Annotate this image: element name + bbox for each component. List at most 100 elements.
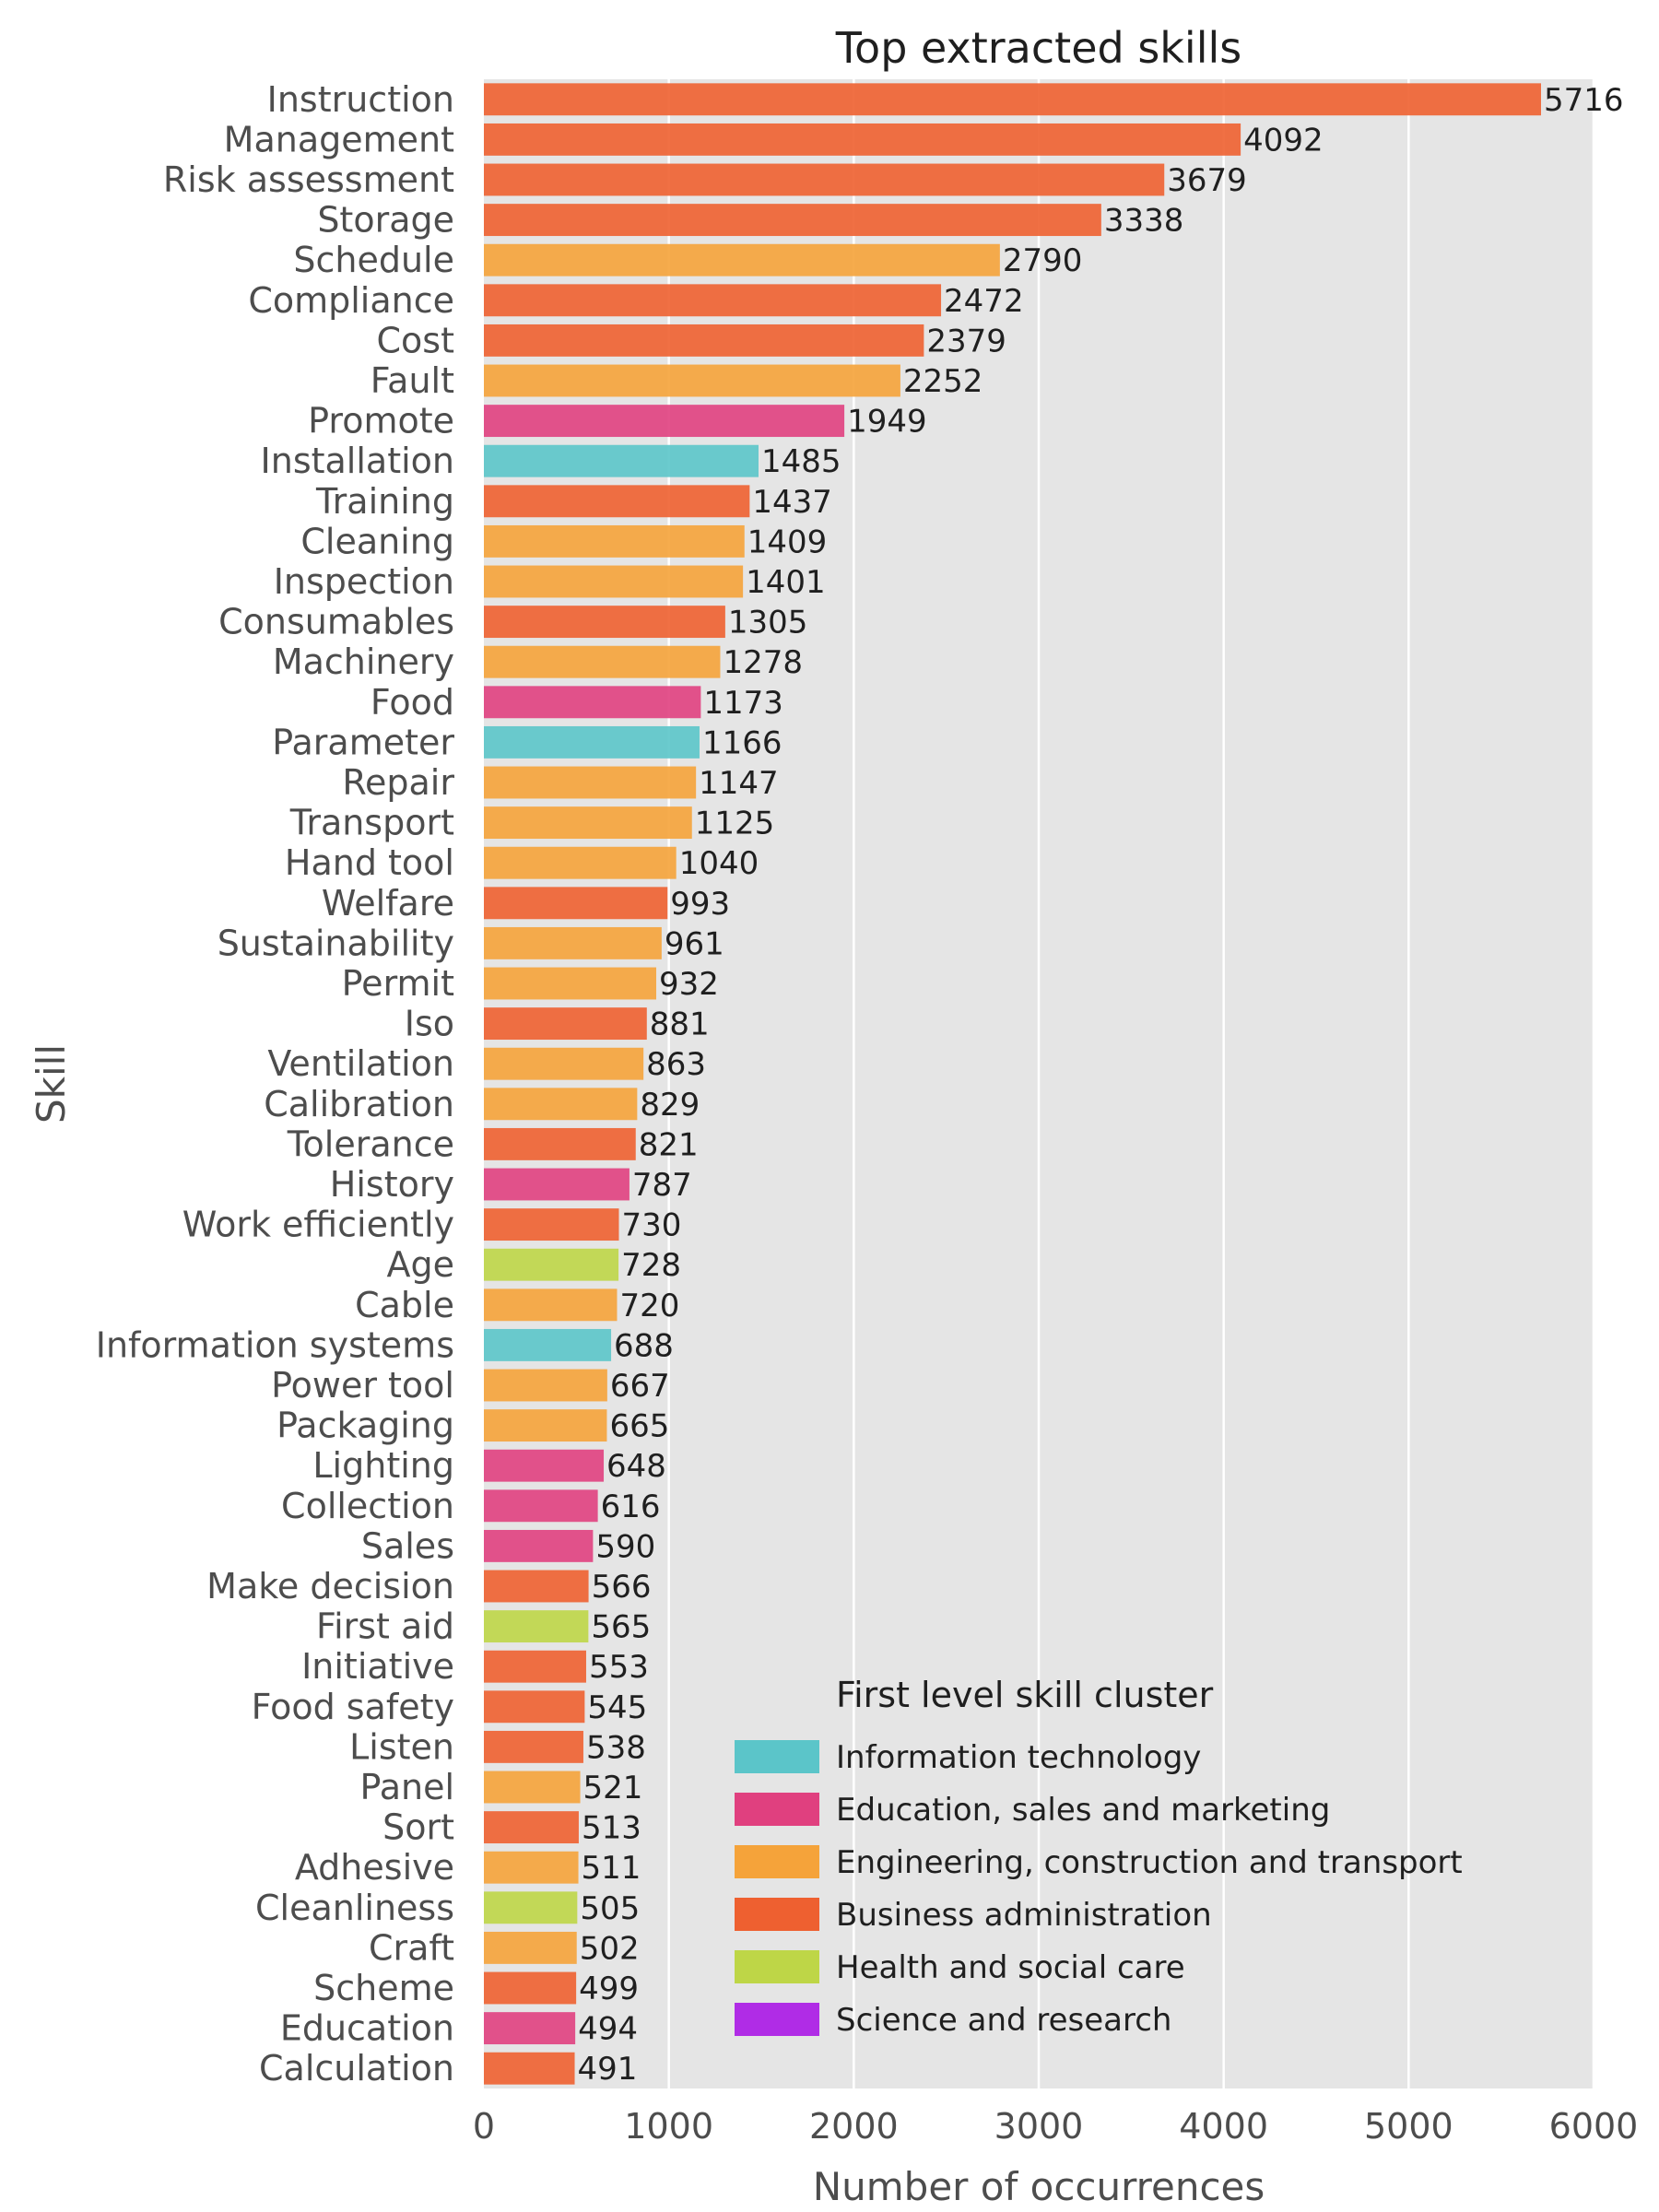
y-tick-label: Sort [382,1807,454,1848]
bar-fault [484,364,900,397]
value-label: 1949 [847,404,927,441]
bar-promote [484,405,845,438]
bar-history [484,1168,629,1201]
value-label: 499 [579,1971,639,2007]
legend-swatch [735,1845,819,1878]
bar-cost [484,324,924,357]
y-tick-label: Listen [349,1726,454,1767]
y-tick-label: Ventilation [267,1043,454,1084]
y-tick-label: Fault [371,360,454,401]
value-label: 2790 [1003,242,1083,279]
bar-education [484,2012,576,2045]
value-label: 1147 [699,765,779,802]
value-label: 688 [614,1327,674,1364]
legend-title: First level skill cluster [836,1675,1214,1715]
value-label: 863 [646,1046,706,1083]
y-tick-label: Management [224,119,454,159]
value-label: 993 [670,886,730,923]
value-label: 538 [586,1729,646,1766]
y-tick-label: Machinery [273,641,454,682]
y-tick-label: Transport [289,803,454,843]
bar-scheme [484,1971,577,2005]
bar-repair [484,766,697,799]
y-tick-label: Permit [342,963,454,1004]
x-tick-label: 5000 [1364,2106,1453,2147]
y-axis-label: Skill [29,1044,74,1124]
x-tick-label: 1000 [624,2106,713,2147]
value-label: 1040 [679,845,759,882]
y-tick-label: Hand tool [285,842,454,883]
legend-swatch [735,1740,819,1773]
x-tick-label: 2000 [809,2106,899,2147]
bar-installation [484,444,759,477]
y-tick-label: Welfare [322,883,454,924]
bar-listen [484,1730,583,1763]
bar-instruction [484,83,1542,116]
value-label: 616 [601,1488,661,1525]
value-label: 787 [632,1167,692,1204]
bar-food-safety [484,1690,585,1724]
y-tick-label: Repair [342,762,454,803]
bar-age [484,1248,619,1281]
bar-initiative [484,1650,586,1683]
value-label: 511 [582,1850,641,1887]
bar-collection [484,1489,598,1523]
bar-sustainability [484,926,662,959]
value-label: 1278 [723,644,803,681]
value-label: 1173 [703,685,783,722]
legend-label: Business administration [836,1897,1212,1934]
y-tick-label: History [330,1164,454,1205]
value-label: 2252 [903,363,983,400]
y-tick-label: Sustainability [218,923,454,963]
x-tick-label: 0 [473,2106,495,2147]
value-label: 565 [591,1609,651,1646]
bar-parameter [484,725,700,759]
legend-swatch [735,1898,819,1931]
value-label: 829 [640,1087,700,1124]
y-tick-label: Tolerance [287,1124,454,1164]
y-tick-label: Cable [355,1285,454,1325]
value-label: 665 [609,1408,669,1445]
value-label: 566 [592,1569,652,1606]
y-tick-label: Work efficiently [182,1205,454,1245]
bar-work-efficiently [484,1208,619,1241]
y-tick-label: Calculation [259,2048,454,2088]
y-tick-label: Compliance [248,280,454,321]
y-tick-label: Schedule [293,240,454,280]
bar-lighting [484,1449,605,1482]
value-label: 513 [582,1810,641,1847]
value-label: 491 [578,2051,638,2088]
bar-cleanliness [484,1891,578,1924]
bar-welfare [484,887,668,920]
chart-title: Top extracted skills [835,23,1241,73]
bar-iso [484,1007,647,1041]
y-tick-label: Food [371,682,454,723]
y-tick-label: Information systems [96,1324,454,1365]
value-label: 1305 [728,605,808,641]
y-tick-label: Initiative [301,1646,454,1687]
legend-label: Education, sales and marketing [836,1792,1330,1829]
value-label: 553 [589,1649,649,1686]
value-label: 730 [621,1207,681,1244]
y-tick-label: Panel [359,1767,454,1807]
bar-transport [484,806,692,840]
bar-cleaning [484,524,745,558]
y-tick-label: Adhesive [295,1847,454,1888]
bar-risk-assessment [484,163,1165,196]
value-label: 1166 [702,724,782,761]
bar-inspection [484,565,744,598]
y-tick-label: Installation [261,441,454,481]
bar-management [484,123,1241,156]
y-tick-label: First aid [316,1606,454,1647]
bar-hand-tool [484,846,677,879]
value-label: 502 [580,1930,640,1967]
y-tick-label: Collection [281,1486,454,1526]
value-label: 494 [578,2011,638,2048]
value-label: 881 [650,1006,710,1043]
bar-storage [484,204,1101,237]
bar-ventilation [484,1047,644,1080]
value-label: 1409 [747,524,828,560]
y-tick-label: Consumables [218,602,454,642]
